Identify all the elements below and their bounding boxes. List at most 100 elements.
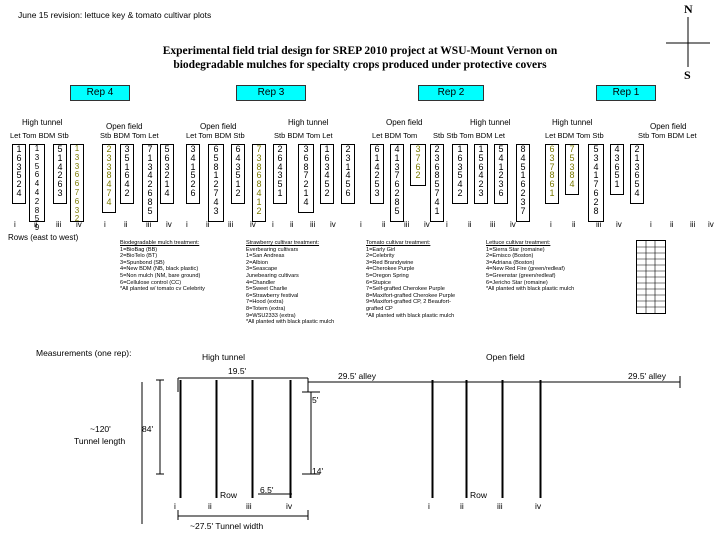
- tomato-legend-line: 3=Red Brandywine: [366, 259, 414, 266]
- plot-cell: 3: [324, 161, 330, 172]
- plot-cell: 3: [498, 179, 504, 190]
- row-numeral: i: [360, 220, 362, 229]
- plot-cell: 5: [124, 152, 130, 163]
- rep2-open-field-label: Open field: [386, 118, 423, 127]
- plot-cell: 6: [147, 187, 153, 198]
- numeral-left-ii: ii: [208, 501, 212, 511]
- rep1-ht-bed-header: Let BDM Tom Stb: [545, 131, 604, 140]
- plot-cell: 4: [147, 170, 153, 181]
- plot-cell: 1: [16, 144, 22, 154]
- rep3-open-field-label: Open field: [200, 122, 237, 131]
- row-numeral: ii: [290, 220, 294, 229]
- compass: N S: [660, 0, 720, 85]
- lettuce-legend-line: 4=New Red Fire (green/redleaf): [486, 266, 565, 273]
- numeral-left-iii: iii: [246, 501, 252, 511]
- plot-cell: 3: [634, 161, 640, 172]
- tomato-legend-title: Tomato cultivar treatment:: [366, 240, 431, 246]
- tunnel-length-value: ~120': [90, 424, 111, 434]
- plot-cell: 4: [124, 179, 130, 190]
- plot-cell: 8: [593, 205, 599, 216]
- plot-cell: 2: [303, 179, 309, 190]
- plot-cell: 3: [74, 152, 80, 162]
- plot-cell: 6: [57, 179, 63, 190]
- plot-cell: 6: [213, 144, 219, 154]
- plot-cell: 5: [434, 179, 440, 190]
- rep2-high-tunnel-label: High tunnel: [470, 118, 511, 127]
- plot-cell: 6: [164, 152, 170, 163]
- plot-cell: 4: [256, 187, 262, 198]
- plot-cell: 4: [614, 144, 620, 154]
- plot-cell: 3: [614, 152, 620, 163]
- mulch-legend-line: 1=BioBag (BB): [120, 246, 158, 253]
- tomato-legend-line: 2=Celebrity: [366, 253, 395, 260]
- strawberry-legend-line: 2=Albion: [246, 259, 268, 266]
- plot-cell: 5: [190, 170, 196, 181]
- row-numeral: iii: [146, 220, 152, 229]
- plot-cell: 1: [520, 170, 526, 181]
- rep3-of-bed-header: Let Tom BDM Stb: [186, 131, 245, 140]
- rep-1-tag: Rep 1: [596, 85, 656, 101]
- plot-cell: 2: [74, 214, 80, 224]
- plot-cell: 1: [614, 179, 620, 190]
- plot-cell: 5: [394, 205, 400, 216]
- plot-cell: 8: [520, 144, 526, 154]
- plot-cell: 2: [593, 196, 599, 207]
- tomato-legend: Tomato cultivar treatment: 1=Early Girl …: [366, 240, 455, 319]
- plot-cell: 4: [277, 161, 283, 172]
- row-numeral: i: [446, 220, 448, 229]
- mulch-legend-title: Biodegradable mulch treatment:: [120, 240, 200, 246]
- lettuce-legend-line: 5=Greenstar (green/redleaf): [486, 272, 556, 279]
- row-numeral: i: [272, 220, 274, 229]
- plot-cell: 8: [106, 170, 112, 181]
- row-numeral: i: [186, 220, 188, 229]
- strawberry-legend-line: 1=San Andreas: [246, 253, 285, 260]
- mulch-legend-line: 6=Cellulose control (CC): [120, 279, 182, 286]
- strawberry-legend-line: *All planted with black plastic mulch: [246, 319, 335, 326]
- plot-cell: 2: [256, 205, 262, 216]
- row-numeral: iii: [310, 220, 316, 229]
- plot-cell: 3: [164, 161, 170, 172]
- rows-note: Rows (east to west): [8, 233, 79, 242]
- plot-cell: 1: [593, 170, 599, 181]
- plot-cell: 4: [34, 179, 40, 189]
- plot-cell: 3: [124, 144, 130, 154]
- plot-cell: 5: [498, 144, 504, 154]
- plot-cell: 1: [345, 161, 351, 172]
- lettuce-legend-line: *All planted with black plastic mulch: [486, 286, 575, 293]
- plot-cell: 7: [74, 187, 80, 197]
- plot-cell: 2: [164, 170, 170, 181]
- row-numeral: i: [550, 220, 552, 229]
- title-line-1: Experimental field trial design for SREP…: [162, 45, 558, 57]
- plot-cell: 3: [394, 161, 400, 172]
- plot-cell: 3: [190, 144, 196, 154]
- plot-cell: 2: [57, 170, 63, 181]
- strawberry-legend-line: 8=Totem (extra): [246, 305, 286, 312]
- plot-cell: 1: [434, 205, 440, 216]
- plot-cell: 6: [190, 187, 196, 198]
- plot-cell: 4: [164, 187, 170, 198]
- strawberry-legend-line: 9=WSU2333 (extra): [246, 312, 296, 319]
- plot-cell: 4: [498, 152, 504, 163]
- lettuce-legend: Lettuce cultivar treatment: 1=Sierra Sta…: [486, 240, 574, 293]
- six-five-ft-label: 6.5': [260, 485, 274, 495]
- plot-cell: 7: [106, 187, 112, 198]
- plot-cell: 6: [34, 170, 40, 180]
- plot-cell: 1: [124, 161, 130, 172]
- row-numeral: iii: [404, 220, 410, 229]
- plot-cell: 2: [498, 170, 504, 181]
- plot-cell: 5: [34, 214, 40, 224]
- plot-cell: 9: [34, 223, 40, 233]
